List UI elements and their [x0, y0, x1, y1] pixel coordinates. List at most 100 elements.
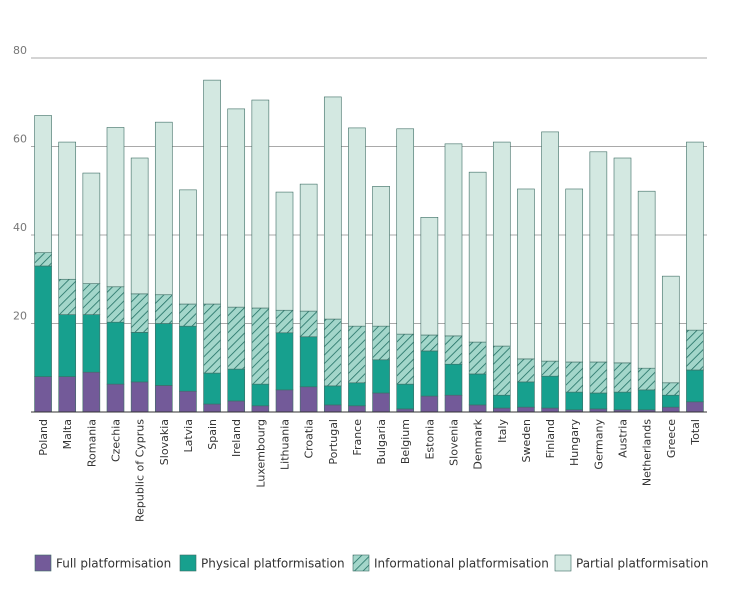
x-tick-label: Latvia [182, 419, 195, 453]
x-tick-label: Portugal [327, 419, 340, 465]
bar-segment [203, 372, 221, 405]
bar-segment [130, 332, 149, 383]
bar-segment [227, 368, 246, 402]
bar-segment [82, 172, 101, 284]
bar-segment [541, 131, 559, 362]
bar-segment [130, 381, 149, 413]
bar-segment [58, 314, 77, 377]
legend-label: Physical platformisation [201, 557, 345, 571]
bar-segment [106, 383, 125, 413]
bar-segment [420, 395, 439, 413]
bar-segment [468, 404, 487, 413]
bar-segment [686, 329, 704, 371]
bar-segment [420, 334, 439, 352]
bar-segment [82, 314, 101, 373]
bar-segment [348, 405, 366, 413]
bar-segment [34, 252, 52, 267]
x-tick-label: Croatia [303, 419, 316, 459]
bar-segment [106, 127, 125, 288]
bar-segment [686, 401, 704, 413]
x-tick-label: Hungary [568, 419, 581, 466]
bar-segment [251, 405, 270, 413]
bar-segment [637, 389, 656, 411]
x-tick-label: Sweden [520, 419, 533, 462]
bar-segment [613, 391, 632, 411]
bar-segment [686, 369, 704, 403]
bar-segment [661, 406, 680, 413]
bar-segment [58, 278, 77, 315]
bar-segment [34, 115, 52, 254]
x-tick-label: Austria [617, 419, 630, 458]
bar-segment [275, 332, 294, 391]
x-tick-label: Finland [544, 419, 557, 458]
bar-segment [468, 341, 487, 375]
x-tick-label: Greece [665, 419, 678, 458]
bar-segment [82, 283, 101, 315]
bar-segment [589, 392, 608, 410]
bar-segment [372, 392, 390, 413]
legend-label: Informational platformisation [374, 557, 549, 571]
bar-segment [275, 309, 294, 334]
bar-segment [106, 321, 125, 385]
bar-segment [565, 361, 584, 393]
bar-segment [275, 191, 294, 311]
bar-segment [661, 275, 680, 384]
x-tick-label: Germany [592, 419, 605, 470]
x-tick-label: Belgium [399, 419, 412, 464]
x-tick-label: Netherlands [641, 419, 654, 486]
bar-segment [396, 383, 415, 410]
bar-segment [565, 188, 584, 363]
x-tick-label: Republic of Cyprus [134, 419, 147, 522]
bar-segment [130, 293, 149, 333]
bar-segment [420, 350, 439, 397]
bar-segment [468, 373, 487, 406]
x-tick-label: Italy [496, 419, 509, 443]
bar-segment [154, 294, 173, 324]
bar-segment [686, 141, 704, 331]
bar-segment [227, 306, 246, 370]
bar-segment [517, 381, 535, 408]
x-tick-label: France [351, 419, 364, 456]
x-tick-label: Czechia [110, 419, 123, 462]
bar-segment [541, 375, 559, 409]
bar-segment [251, 307, 270, 385]
bar-segment [251, 383, 270, 407]
bar-segment [517, 358, 535, 383]
bar-segment [661, 382, 680, 396]
bar-segment [444, 143, 463, 337]
bar-segment [517, 406, 535, 413]
bar-segment [420, 217, 439, 336]
bar-segment [323, 385, 342, 406]
bar-segment [661, 394, 680, 408]
bar-segment [323, 318, 342, 387]
legend-label: Partial platformisation [576, 557, 708, 571]
bar-segment [444, 363, 463, 396]
bar-segment [203, 303, 221, 374]
bar-segment [396, 128, 415, 335]
bar-segment [154, 323, 173, 386]
bar-segment [203, 403, 221, 413]
bar-segment [468, 171, 487, 343]
x-tick-label: Total [689, 419, 702, 446]
bar-segment [34, 265, 52, 377]
bar-segment [492, 407, 511, 413]
x-tick-label: Lithuania [279, 419, 292, 470]
bar-segment [541, 407, 559, 413]
y-tick-label: 20 [13, 310, 27, 323]
x-tick-label: Estonia [423, 419, 436, 460]
x-tick-label: Poland [37, 419, 50, 456]
bar-segment [613, 362, 632, 393]
bar-segment [323, 96, 342, 320]
bar-segment [372, 186, 390, 327]
bar-segment [130, 157, 149, 295]
bar-segment [372, 359, 390, 394]
bar-segment [58, 141, 77, 280]
bar-segment [299, 336, 318, 388]
bar-segment [275, 389, 294, 413]
bar-segment [251, 99, 270, 309]
bar-segment [154, 385, 173, 413]
bar-segment [444, 394, 463, 413]
bar-segment [106, 286, 125, 323]
bar-segment [227, 108, 246, 308]
